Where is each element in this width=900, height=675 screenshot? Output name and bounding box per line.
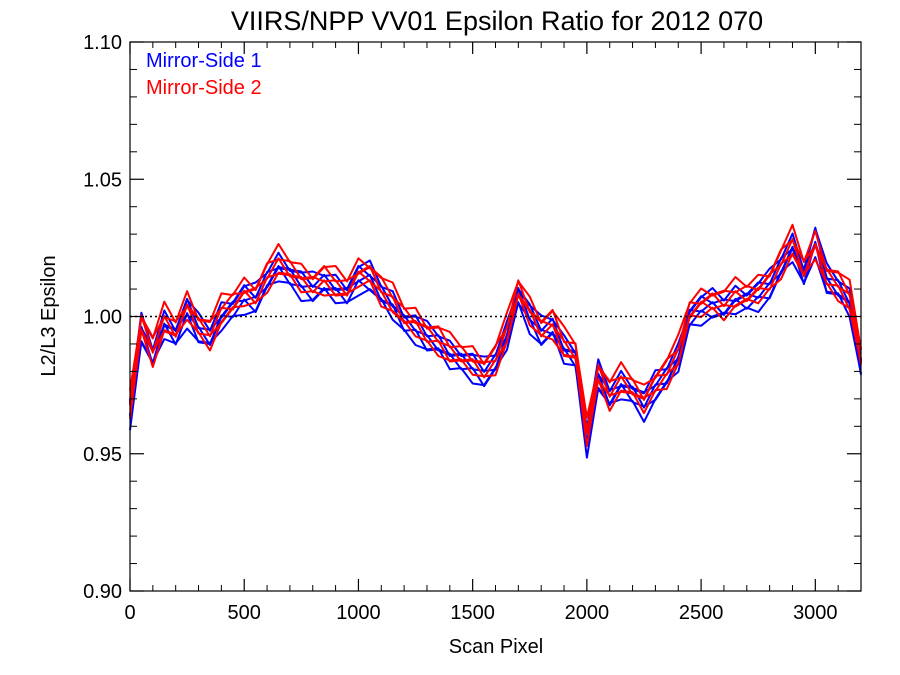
- y-tick-label: 1.00: [83, 307, 122, 329]
- x-tick-label: 1000: [336, 602, 381, 624]
- y-tick-label: 1.05: [83, 169, 122, 191]
- series-line-1-trace-4: [129, 226, 862, 429]
- x-tick-label: 0: [124, 602, 135, 624]
- y-axis-label: L2/L3 Epsilon: [38, 255, 60, 376]
- y-tick-label: 0.95: [83, 444, 122, 466]
- series-line-2-trace-3: [129, 238, 862, 433]
- x-axis-label: Scan Pixel: [449, 636, 544, 658]
- axis-ticks: [129, 41, 861, 592]
- series-line-1-trace-2: [129, 240, 862, 444]
- chart-title: VIIRS/NPP VV01 Epsilon Ratio for 2012 07…: [231, 6, 763, 36]
- x-tick-label: 500: [228, 602, 261, 624]
- series-line-1-trace-3: [129, 241, 862, 445]
- series-line-2-trace-4: [129, 239, 862, 434]
- x-tick-label: 3000: [793, 602, 838, 624]
- series-line-2-trace-5: [129, 223, 862, 419]
- series-line-1-trace-5: [129, 227, 862, 430]
- series-line-2-trace-2: [129, 243, 862, 432]
- x-tick-label: 2500: [679, 602, 724, 624]
- legend-entry-2: Mirror-Side 2: [146, 77, 262, 99]
- y-tick-label: 1.10: [83, 32, 122, 54]
- y-tick-label: 0.90: [83, 581, 122, 603]
- legend: Mirror-Side 1 Mirror-Side 2: [146, 50, 262, 99]
- x-tick-label: 2000: [565, 602, 610, 624]
- legend-entry-1: Mirror-Side 1: [146, 50, 262, 72]
- series-lines: [129, 223, 862, 459]
- axis-tick-labels: 0 500 1000 1500 2000 2500 3000 0.90 0.95 1.00 1.05…: [83, 32, 838, 624]
- x-tick-label: 1500: [450, 602, 495, 624]
